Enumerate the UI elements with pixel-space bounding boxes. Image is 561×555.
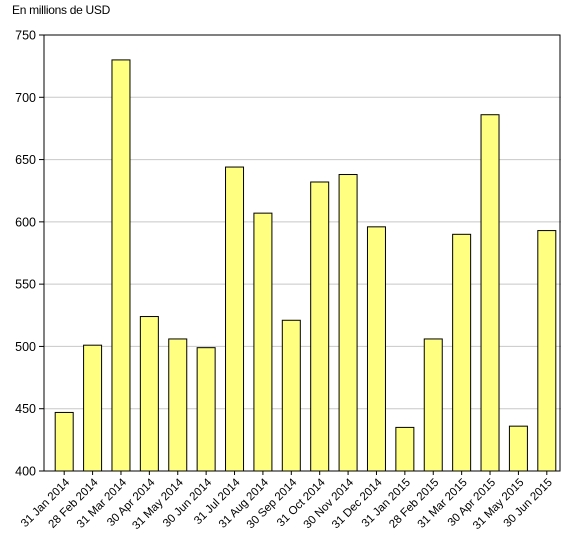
y-axis-unit-label: En millions de USD	[12, 3, 110, 17]
bar	[480, 114, 500, 472]
bar	[310, 181, 330, 472]
y-tick-label: 550	[15, 278, 36, 292]
bar	[225, 166, 245, 472]
y-tick-label: 450	[15, 402, 36, 416]
bar	[83, 344, 103, 472]
bar	[423, 338, 443, 472]
plot-frame	[43, 34, 561, 472]
bar	[452, 233, 472, 472]
bar	[139, 316, 159, 472]
bar	[196, 347, 216, 472]
y-tick-label: 650	[15, 153, 36, 167]
bars	[54, 59, 557, 472]
bar	[338, 174, 358, 472]
bar	[537, 230, 557, 472]
bar	[508, 425, 528, 472]
bar	[253, 212, 273, 472]
y-tick-label: 400	[15, 465, 36, 479]
y-tick-label: 700	[15, 91, 36, 105]
bar	[111, 59, 131, 472]
y-tick-label: 500	[15, 340, 36, 354]
bar	[281, 319, 301, 472]
y-tick-label: 750	[15, 29, 36, 43]
bar	[168, 338, 188, 472]
gridlines	[44, 96, 561, 410]
y-axis: 400 450 500 550 600 650 700 750	[15, 29, 44, 479]
y-tick-label: 600	[15, 215, 36, 229]
bar	[395, 426, 415, 472]
bar	[366, 226, 386, 472]
bar	[54, 411, 74, 472]
